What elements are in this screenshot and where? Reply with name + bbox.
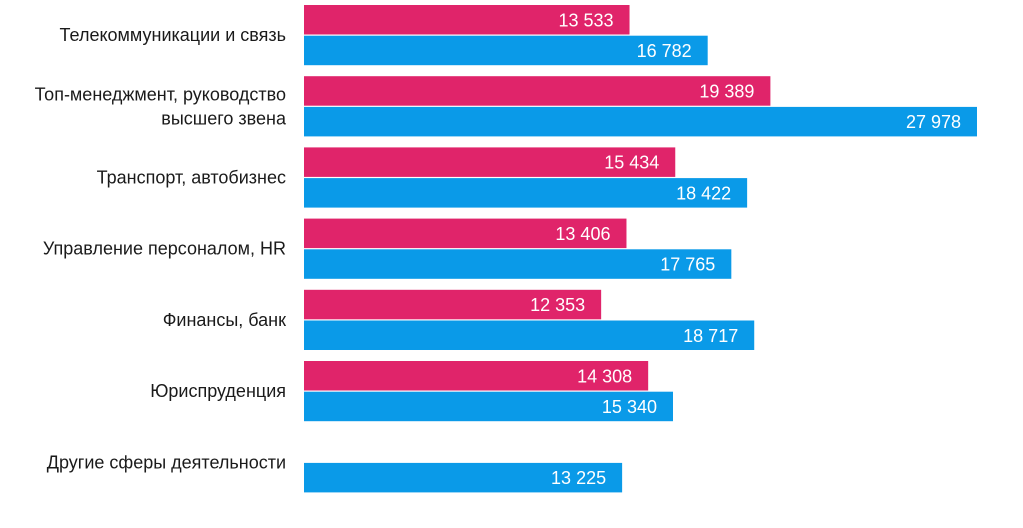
bar-series-1 [304,361,649,391]
bar-series-2 [304,249,732,279]
data-label: 15 340 [602,397,657,417]
bar-series-2 [304,320,755,350]
bar-series-1 [304,5,630,35]
category-label: Другие сферы деятельности [47,452,286,472]
data-label: 18 717 [683,326,738,346]
bar-series-1 [304,218,627,249]
category-label: Топ-менеджмент, руководство высшего звена [35,84,287,128]
data-label: 13 406 [555,224,610,244]
data-label: 12 353 [530,295,585,315]
bar-series-2 [304,462,623,493]
data-label: 16 782 [637,41,692,61]
bar-series-1 [304,147,676,177]
bar-series-2 [304,391,673,422]
data-label: 27 978 [906,112,961,132]
bar-series-1 [304,289,602,320]
data-label: 15 434 [604,153,659,173]
category-label: Телекоммуникации и связь [60,25,286,45]
data-label: 13 225 [551,468,606,488]
bar-series-1 [304,76,771,106]
bar-series-2 [304,178,748,208]
bar-series-2 [304,35,708,66]
category-label: Финансы, банк [163,310,286,330]
data-label: 18 422 [676,183,731,203]
bar-series-2 [304,106,977,137]
data-label: 13 533 [558,10,613,30]
category-label: Транспорт, автобизнес [97,168,286,188]
category-label: Юриспруденция [150,381,286,401]
data-label: 17 765 [660,255,715,275]
data-label: 14 308 [577,366,632,386]
data-label: 19 389 [699,81,754,101]
category-label: Управление персоналом, HR [43,239,286,259]
